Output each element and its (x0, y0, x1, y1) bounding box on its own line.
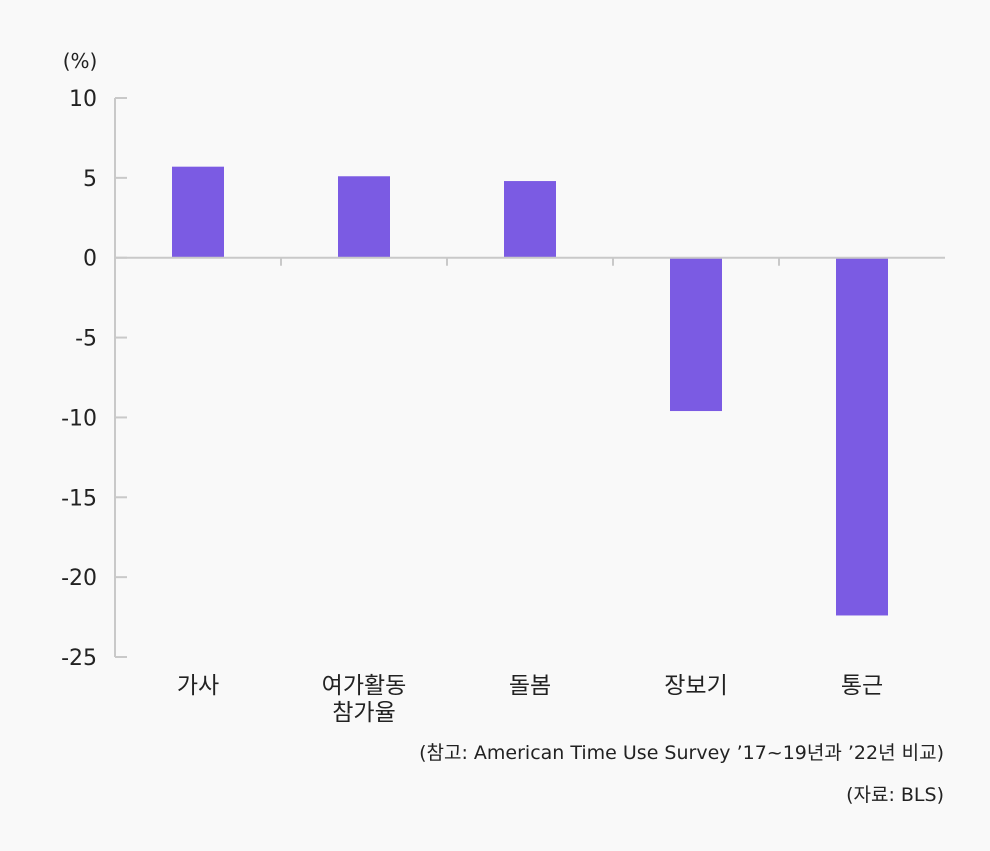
y-axis: 10 5 0 -5 -10 -15 -20 -25 (61, 87, 127, 671)
y-tick-label: -15 (61, 486, 97, 511)
bar (172, 166, 224, 258)
bar (504, 181, 556, 258)
x-category-label: 가사 (177, 673, 219, 699)
y-tick-label: 10 (69, 87, 97, 112)
y-tick-label: -10 (61, 406, 97, 431)
x-category-label: 돌봄 (509, 673, 551, 699)
y-tick-label: 5 (83, 167, 97, 192)
reference-note: (참고: American Time Use Survey ’17~19년과 ’… (419, 742, 944, 764)
y-axis-unit: (%) (63, 49, 98, 73)
y-tick-label: 0 (83, 247, 97, 272)
bar (670, 257, 722, 412)
y-tick-label: -25 (61, 646, 97, 671)
x-axis (115, 256, 945, 266)
y-tick-label: -20 (61, 566, 97, 591)
x-category-label: 여가활동 참가율 (322, 673, 407, 726)
bars (172, 166, 888, 616)
x-category-label: 장보기 (664, 673, 727, 699)
bar (836, 257, 888, 616)
x-axis-labels: 가사 여가활동 참가율 돌봄 장보기 통근 (177, 673, 883, 726)
bar (338, 176, 390, 258)
source-note: (자료: BLS) (846, 784, 944, 806)
y-tick-label: -5 (75, 327, 97, 352)
bar-chart: (%) 10 5 0 -5 -10 -15 -20 -25 가사 여가활동 참가율 돌봄 장보기 통근 (61, 49, 945, 726)
x-category-label: 통근 (841, 673, 883, 699)
